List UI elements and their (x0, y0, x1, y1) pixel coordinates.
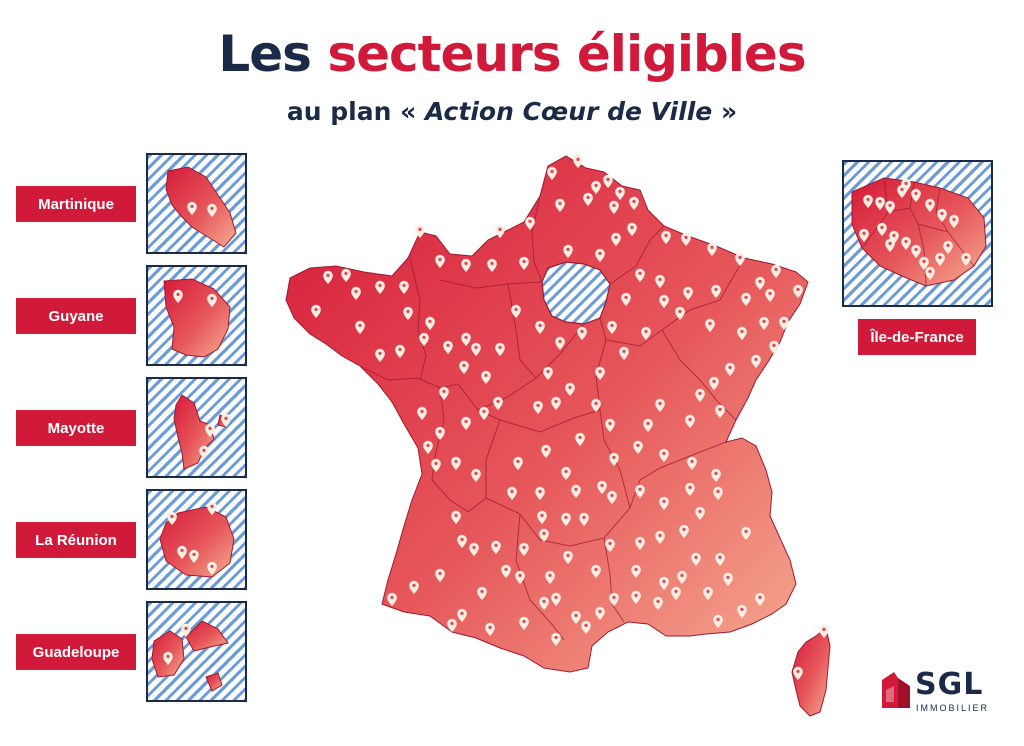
subtitle-program: Action Cœur de Ville (424, 97, 713, 126)
title-accent: secteurs éligibles (327, 25, 806, 83)
title-lead: Les (218, 25, 328, 83)
inset-mayotte (146, 377, 247, 478)
subtitle-post: » (712, 97, 738, 126)
inset-martinique (146, 153, 247, 254)
label-guyane: Guyane (16, 298, 136, 334)
page-subtitle: au plan « Action Cœur de Ville » (0, 94, 1024, 130)
inset-guadeloupe (146, 601, 247, 702)
label-martinique: Martinique (16, 186, 136, 222)
label-la-reunion: La Réunion (16, 522, 136, 558)
idf-hole (541, 261, 611, 325)
page-title: Les secteurs éligibles (0, 22, 1024, 86)
logo-name: SGL (915, 667, 984, 702)
logo-subtitle: IMMOBILIER (916, 703, 990, 713)
subtitle-pre: au plan « (286, 97, 425, 126)
corsica (791, 627, 831, 717)
inset-guyane (146, 265, 247, 366)
label-guadeloupe: Guadeloupe (16, 634, 136, 670)
inset-la-reunion (146, 489, 247, 590)
label-mayotte: Mayotte (16, 410, 136, 446)
sgl-logo (882, 672, 910, 708)
inset-ile-de-france (842, 160, 993, 307)
label-ile-de-france: Île-de-France (858, 319, 976, 355)
region-borders (359, 195, 745, 641)
